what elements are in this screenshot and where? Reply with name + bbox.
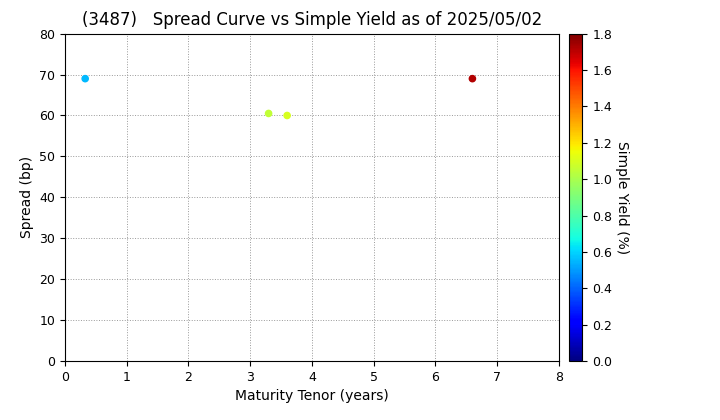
Point (467, 75, 478, 82)
X-axis label: Maturity Tenor (years): Maturity Tenor (years) (235, 389, 389, 404)
Point (282, 112, 293, 119)
Y-axis label: Simple Yield (%): Simple Yield (%) (615, 141, 629, 254)
Point (263, 110, 274, 117)
Point (79, 75, 91, 82)
Title: (3487)   Spread Curve vs Simple Yield as of 2025/05/02: (3487) Spread Curve vs Simple Yield as o… (81, 11, 542, 29)
Y-axis label: Spread (bp): Spread (bp) (19, 156, 34, 239)
